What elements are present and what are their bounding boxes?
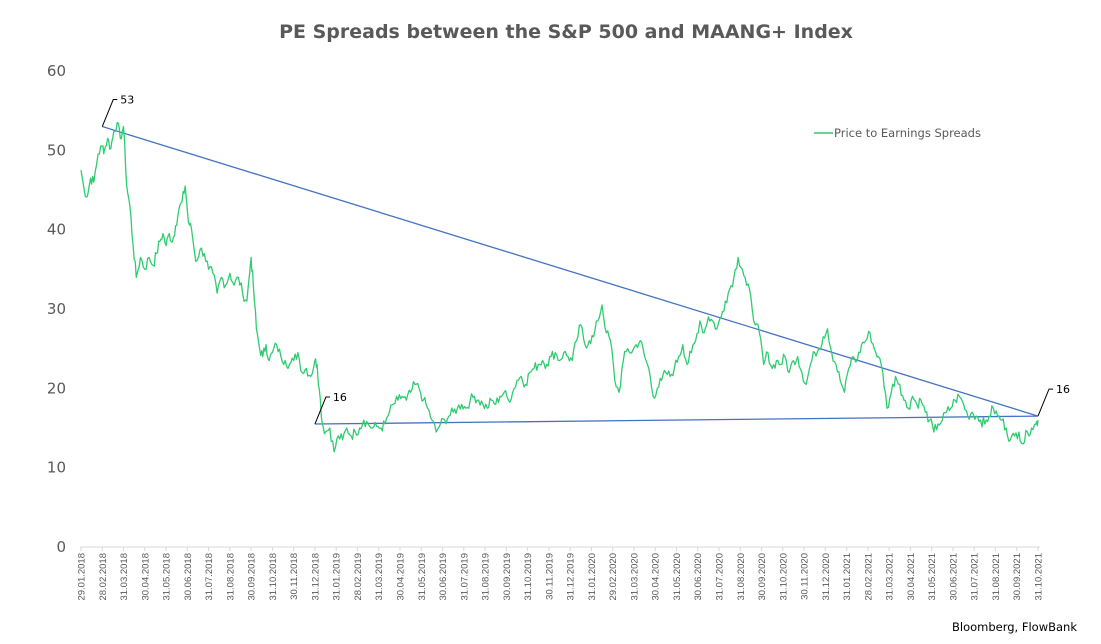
x-tick-label: 30.06.2018	[183, 553, 194, 601]
x-tick-label: 30.09.2021	[1012, 553, 1023, 601]
x-tick-label: 28.02.2019	[353, 553, 364, 601]
x-tick-label: 31.10.2018	[268, 553, 279, 601]
x-tick-label: 31.03.2020	[629, 553, 640, 601]
trend-line-support	[314, 415, 1039, 425]
x-axis: 29.01.2018 28.02.2018 31.03.2018 30.04.2018…	[77, 546, 1045, 601]
series	[80, 121, 1039, 453]
x-tick-label: 31.05.2021	[927, 553, 938, 601]
x-tick-label: 31.05.2019	[417, 553, 428, 601]
annotations: 53 16 16	[101, 94, 1070, 425]
chart-title: PE Spreads between the S&P 500 and MAANG…	[279, 21, 853, 43]
legend: Price to Earnings Spreads	[814, 126, 981, 140]
x-tick-label: 31.07.2019	[459, 553, 470, 601]
y-tick-label: 50	[47, 141, 66, 159]
x-tick-label: 31.01.2020	[587, 553, 598, 601]
x-tick-label: 31.03.2019	[374, 553, 385, 601]
trend-line-resistance	[102, 125, 1039, 417]
x-tick-label: 31.10.2019	[523, 553, 534, 601]
series-line-price-to-earnings-spreads	[80, 121, 1039, 453]
x-tick-label: 31.10.2020	[778, 553, 789, 601]
x-tick-label: 28.02.2021	[863, 553, 874, 601]
legend-label: Price to Earnings Spreads	[834, 126, 981, 140]
y-tick-label: 10	[47, 459, 66, 477]
y-tick-label: 60	[47, 62, 66, 80]
x-tick-label: 31.07.2021	[970, 553, 981, 601]
x-tick-label: 31.08.2020	[736, 553, 747, 601]
y-tick-label: 0	[56, 538, 66, 556]
x-tick-label: 31.07.2018	[204, 553, 215, 601]
trend-lines	[102, 125, 1039, 425]
x-tick-label: 31.08.2018	[225, 553, 236, 601]
x-tick-label: 30.09.2019	[502, 553, 513, 601]
x-tick-label: 31.10.2021	[1034, 553, 1045, 601]
annotation-leader	[314, 396, 330, 425]
x-tick-label: 31.08.2021	[991, 553, 1002, 601]
x-tick-label: 30.04.2018	[140, 553, 151, 601]
x-tick-label: 30.09.2018	[247, 553, 258, 601]
annotation-leader	[1037, 388, 1053, 417]
y-tick-label: 30	[47, 300, 66, 318]
x-tick-label: 31.03.2018	[119, 553, 130, 601]
x-tick-label: 31.07.2020	[715, 553, 726, 601]
x-tick-label: 30.04.2020	[651, 553, 662, 601]
x-tick-label: 30.11.2018	[289, 553, 300, 600]
x-tick-label: 31.03.2021	[885, 553, 896, 601]
x-tick-label: 31.01.2021	[842, 553, 853, 601]
x-tick-label: 31.12.2019	[566, 553, 577, 601]
x-tick-label: 29.01.2018	[77, 553, 88, 601]
x-tick-label: 30.09.2020	[757, 553, 768, 601]
annotation-label: 16	[333, 391, 347, 404]
x-tick-label: 30.06.2020	[693, 553, 704, 601]
x-tick-label: 31.12.2018	[310, 553, 321, 601]
x-tick-label: 30.06.2021	[948, 553, 959, 601]
source-note: Bloomberg, FlowBank	[952, 620, 1077, 634]
x-tick-label: 30.04.2019	[396, 553, 407, 601]
y-tick-label: 20	[47, 379, 66, 397]
x-tick-label: 30.11.2019	[544, 553, 555, 600]
x-tick-label: 31.01.2019	[332, 553, 343, 601]
x-tick-label: 31.05.2018	[162, 553, 173, 601]
annotation-label: 16	[1056, 383, 1070, 396]
x-tick-label: 30.04.2021	[906, 553, 917, 601]
annotation-leader	[101, 99, 118, 127]
y-axis: 0 10 20 30 40 50 60	[47, 62, 66, 556]
x-tick-label: 29.02.2020	[608, 553, 619, 601]
x-tick-label: 31.08.2019	[481, 553, 492, 601]
y-tick-label: 40	[47, 221, 66, 239]
x-tick-label: 30.06.2019	[438, 553, 449, 601]
annotation-label: 53	[120, 94, 134, 107]
x-tick-label: 31.05.2020	[672, 553, 683, 601]
x-tick-label: 31.12.2020	[821, 553, 832, 601]
x-tick-label: 30.11.2020	[800, 553, 811, 600]
x-tick-label: 28.02.2018	[98, 553, 109, 601]
